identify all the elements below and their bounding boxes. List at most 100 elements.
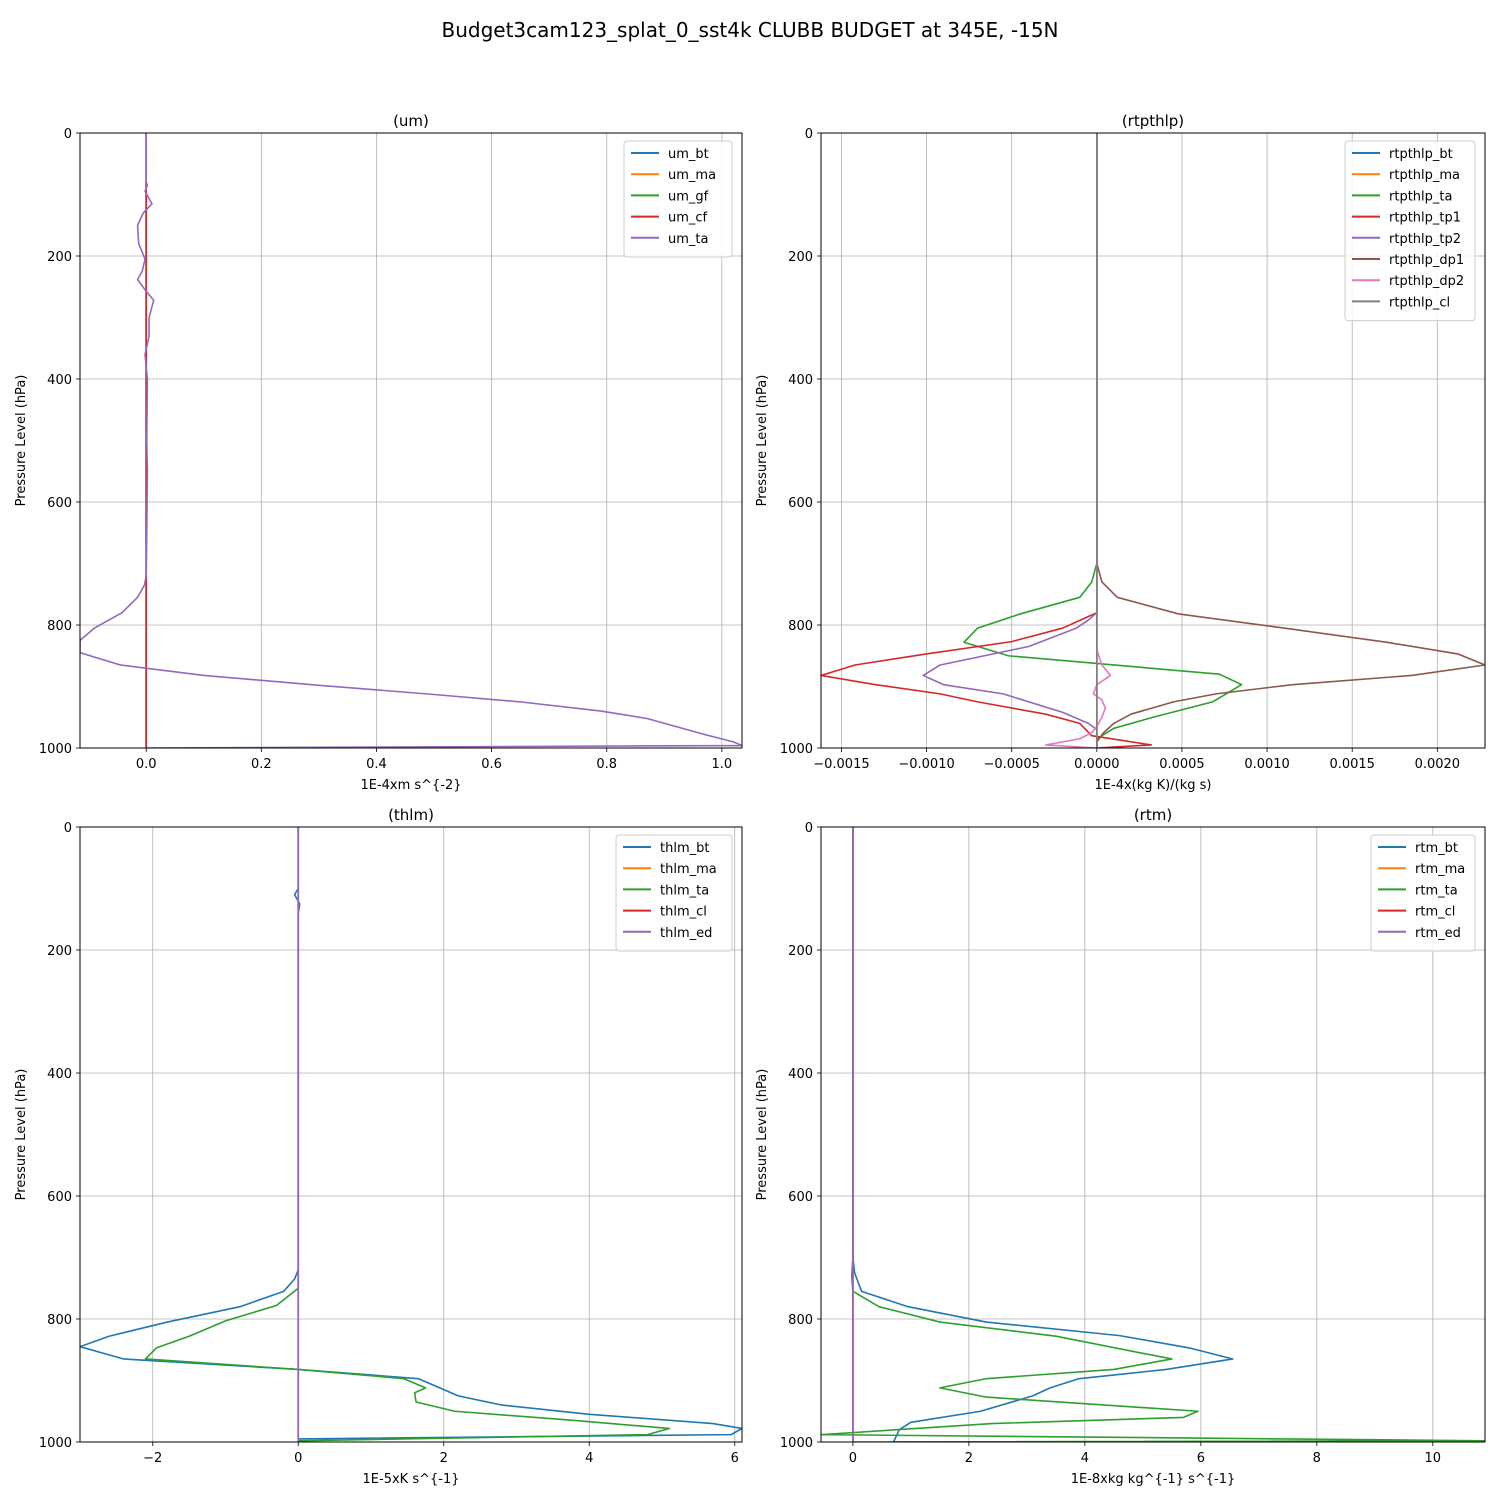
series-line-rtpthlp_ta (963, 133, 1243, 748)
y-tick-label: 400 (47, 1067, 72, 1082)
y-tick-label: 200 (788, 944, 813, 959)
series-group (821, 133, 1485, 748)
legend-entry: rtpthlp_dp2 (1389, 274, 1464, 289)
y-axis-label: Pressure Level (hPa) (755, 375, 770, 507)
legend-entry: rtm_ma (1415, 862, 1465, 877)
series-group (821, 827, 1485, 1442)
legend-box (1344, 140, 1476, 322)
legend-entry: rtpthlp_tp1 (1389, 211, 1461, 226)
legend-entry: rtm_cl (1415, 905, 1455, 920)
y-axis-label: Pressure Level (hPa) (14, 1069, 29, 1201)
axes-frame (820, 132, 1486, 749)
x-tick-label: 0.4 (366, 757, 387, 772)
panel-title: (um) (393, 112, 429, 130)
legend-entry: um_bt (668, 147, 709, 162)
y-tick-label: 1000 (780, 742, 813, 757)
x-tick-label: 0.0020 (1415, 757, 1461, 772)
x-tick-label: 0.0015 (1329, 757, 1375, 772)
y-tick-label: 600 (788, 1190, 813, 1205)
x-axis-label: 1E-5xK s^{-1} (363, 1472, 460, 1487)
series-line-um_ta (80, 133, 742, 748)
legend-entry: um_ta (668, 232, 708, 247)
axes-frame (820, 826, 1486, 1443)
x-tick-label: −0.0005 (983, 757, 1039, 772)
x-tick-label: 10 (1425, 1451, 1442, 1466)
x-tick-label: 1.0 (712, 757, 733, 772)
legend-entry: rtm_ed (1415, 926, 1461, 941)
legend-box (615, 834, 733, 952)
y-tick-label: 400 (788, 373, 813, 388)
series-line-rtpthlp_dp1 (1096, 133, 1485, 748)
x-tick-label: 4 (585, 1451, 593, 1466)
legend-box (623, 140, 733, 258)
series-line-rtpthlp_dp2 (1044, 133, 1112, 748)
y-tick-label: 800 (47, 619, 72, 634)
legend-entry: um_cf (668, 211, 708, 226)
x-tick-label: 0.6 (481, 757, 502, 772)
x-tick-label: 0 (294, 1451, 302, 1466)
y-tick-label: 200 (47, 250, 72, 265)
x-axis-label: 1E-4xm s^{-2} (360, 778, 461, 793)
legend: rtpthlp_bt rtpthlp_ma rtpthlp_ta rtpthlp_tp… (1344, 140, 1476, 322)
y-tick-label: 0 (64, 821, 72, 836)
axes-frame (79, 132, 743, 749)
legend-box (1370, 834, 1476, 952)
legend: rtm_bt rtm_ma rtm_ta rtm_cl rtm_ed (1370, 834, 1476, 952)
legend-entry: thlm_bt (660, 841, 709, 856)
legend-entry: rtpthlp_ta (1389, 189, 1452, 204)
legend-entry: rtm_bt (1415, 841, 1458, 856)
legend-entry: rtpthlp_tp2 (1389, 232, 1461, 247)
y-tick-label: 1000 (780, 1436, 813, 1451)
panel-title: (rtm) (1134, 806, 1172, 824)
chart-panel: 0.0 0.2 0.4 0.6 0.8 1.0 0 200 400 600 800 1000 (um) 1… (14, 112, 743, 793)
x-axis-label: 1E-4x(kg K)/(kg s) (1095, 778, 1212, 793)
legend-entry: um_ma (668, 168, 716, 183)
legend: thlm_bt thlm_ma thlm_ta thlm_cl thlm_ed (615, 834, 733, 952)
axes-frame (79, 826, 743, 1443)
legend-entry: um_gf (668, 189, 709, 204)
legend-entry: thlm_ma (660, 862, 717, 877)
panel-title: (rtpthlp) (1122, 112, 1184, 130)
legend-entry: rtm_ta (1415, 883, 1458, 898)
y-axis-label: Pressure Level (hPa) (14, 375, 29, 507)
series-group (80, 133, 742, 748)
x-tick-label: 0.0 (136, 757, 157, 772)
legend-entry: rtpthlp_bt (1389, 147, 1453, 162)
x-tick-label: 6 (1197, 1451, 1205, 1466)
y-tick-label: 0 (805, 127, 813, 142)
panel-title: (thlm) (388, 806, 434, 824)
y-tick-label: 200 (47, 944, 72, 959)
x-tick-label: 2 (440, 1451, 448, 1466)
y-tick-label: 200 (788, 250, 813, 265)
series-line-rtpthlp_tp1 (821, 133, 1153, 748)
y-tick-label: 600 (47, 1190, 72, 1205)
series-group (80, 827, 742, 1442)
panels: 0.0 0.2 0.4 0.6 0.8 1.002004006008001000(um)1… (14, 112, 1486, 1487)
chart-panel: −2 0 2 4 6 0 200 400 600 800 1000 (thlm) 1E-5xK s^{-… (14, 806, 743, 1487)
y-tick-label: 800 (788, 1313, 813, 1328)
x-tick-label: 0 (849, 1451, 857, 1466)
x-axis-label: 1E-8xkg kg^{-1} s^{-1} (1071, 1472, 1236, 1487)
y-tick-label: 1000 (39, 1436, 72, 1451)
chart-panel: 0 2 4 6 8 10 0 200 400 600 800 1000 (rtm) 1E-8xkg kg^… (755, 806, 1486, 1487)
x-tick-label: 0.0010 (1244, 757, 1290, 772)
y-axis-label: Pressure Level (hPa) (755, 1069, 770, 1201)
x-tick-label: 8 (1313, 1451, 1321, 1466)
x-tick-label: 6 (731, 1451, 739, 1466)
legend-entry: rtpthlp_cl (1389, 295, 1450, 310)
x-tick-label: 0.0000 (1074, 757, 1120, 772)
legend: um_bt um_ma um_gf um_cf um_ta (623, 140, 733, 258)
x-tick-label: 0.0005 (1159, 757, 1205, 772)
series-line-rtm_bt (852, 827, 1234, 1442)
figure-title: Budget3cam123_splat_0_sst4k CLUBB BUDGET… (441, 18, 1058, 42)
legend-entry: thlm_cl (660, 905, 707, 920)
x-tick-label: 0.8 (596, 757, 617, 772)
x-tick-label: −0.0010 (898, 757, 954, 772)
y-tick-label: 0 (64, 127, 72, 142)
series-line-thlm_ta (144, 827, 671, 1442)
chart-panel: −0.0015 −0.0010 −0.0005 0.0000 0.0005 0.0010 0… (755, 112, 1486, 793)
x-tick-label: −2 (143, 1451, 162, 1466)
y-tick-label: 800 (788, 619, 813, 634)
